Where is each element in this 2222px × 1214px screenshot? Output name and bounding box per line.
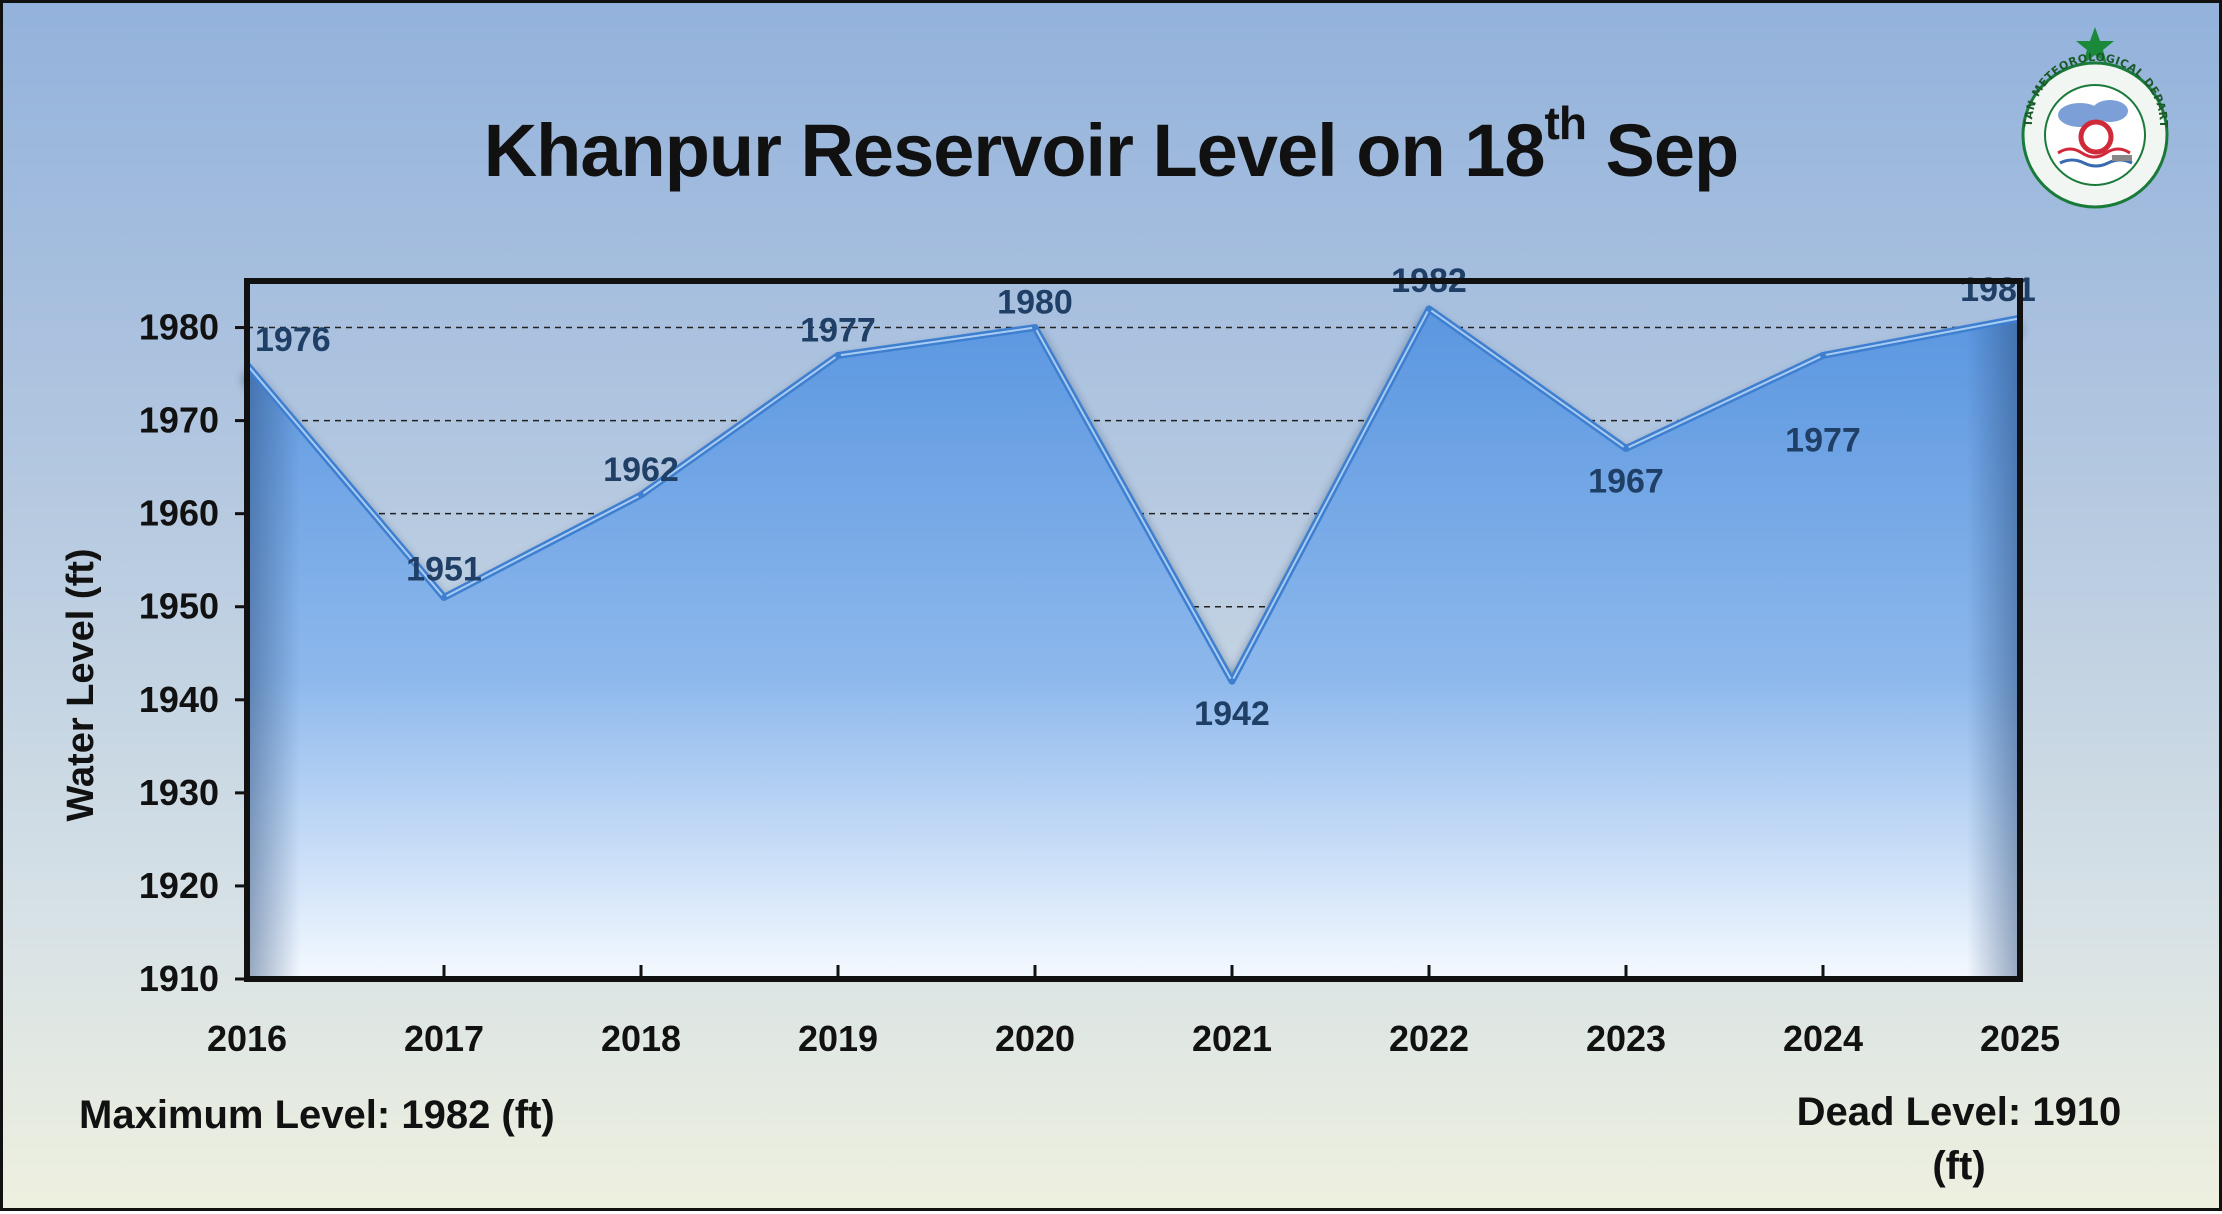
y-tick-label: 1940	[139, 679, 219, 720]
data-label: 1942	[1194, 695, 1270, 733]
y-tick-label: 1950	[139, 586, 219, 627]
x-tick-label: 2019	[798, 1018, 878, 1059]
y-tick-label: 1970	[139, 400, 219, 441]
x-tick-label: 2023	[1586, 1018, 1666, 1059]
y-tick-label: 1930	[139, 772, 219, 813]
data-label: 1976	[255, 321, 331, 359]
data-point	[638, 492, 644, 499]
x-tick-label: 2018	[601, 1018, 681, 1059]
chart-title-suffix: Sep	[1585, 109, 1740, 192]
dead-level-note: Dead Level: 1910 (ft)	[1796, 1090, 2122, 1188]
series-area-edge-shade	[247, 308, 2020, 979]
data-label: 1962	[603, 451, 679, 489]
data-point	[1229, 678, 1235, 685]
data-point	[1820, 352, 1826, 359]
data-point	[1032, 324, 1038, 331]
x-tick-label: 2021	[1192, 1018, 1272, 1059]
data-point	[1426, 305, 1432, 312]
x-tick-label: 2017	[404, 1018, 484, 1059]
chart-title-main: Khanpur Reservoir Level on 18	[483, 109, 1546, 192]
data-label: 1980	[997, 284, 1073, 322]
pmd-seal-icon: PAKISTAN METEOROLOGICAL DEPARTMENT	[2008, 25, 2170, 209]
data-label: 1951	[406, 550, 482, 588]
data-label: 1977	[1785, 421, 1861, 459]
y-tick-label: 1910	[139, 958, 219, 999]
y-tick-label: 1960	[139, 493, 219, 534]
data-label: 1981	[1960, 271, 2036, 309]
data-point	[1623, 445, 1629, 452]
y-tick-label: 1980	[139, 307, 219, 348]
x-tick-label: 2022	[1389, 1018, 1469, 1059]
x-tick-label: 2024	[1783, 1018, 1863, 1059]
y-tick-label: 1920	[139, 865, 219, 906]
chart-title: Khanpur Reservoir Level on 18th Sep	[3, 100, 2219, 193]
data-point	[835, 352, 841, 359]
plot-border	[244, 278, 2023, 982]
data-label: 1977	[800, 311, 876, 349]
maximum-level-note: Maximum Level: 1982 (ft)	[79, 1093, 555, 1137]
x-tick-label: 2020	[995, 1018, 1075, 1059]
chart-plot: 1976195119621977198019421982196719771981…	[60, 262, 2060, 1059]
chart-title-superscript: th	[1544, 97, 1587, 149]
data-label: 1967	[1588, 463, 1664, 501]
x-tick-label: 2025	[1980, 1018, 2060, 1059]
y-axis-title: Water Level (ft)	[60, 548, 102, 821]
series-line-highlight	[246, 307, 2021, 683]
x-tick-label: 2016	[207, 1018, 287, 1059]
data-point	[441, 594, 447, 601]
